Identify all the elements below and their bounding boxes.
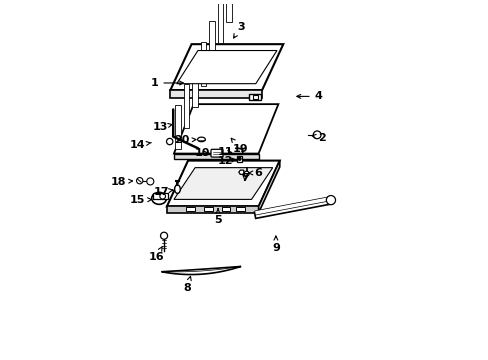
Polygon shape (192, 63, 197, 107)
Circle shape (160, 193, 165, 199)
Text: 6: 6 (248, 168, 262, 178)
Text: 2: 2 (311, 133, 325, 143)
Polygon shape (174, 154, 258, 159)
Circle shape (244, 171, 248, 176)
Bar (236, 156, 242, 162)
FancyBboxPatch shape (210, 149, 223, 157)
Polygon shape (166, 207, 258, 213)
Text: 9: 9 (271, 236, 279, 253)
Text: 14: 14 (130, 140, 151, 150)
Polygon shape (217, 0, 223, 44)
Text: 13: 13 (153, 122, 172, 132)
Polygon shape (226, 0, 231, 22)
Polygon shape (248, 94, 261, 100)
Circle shape (166, 138, 173, 145)
Ellipse shape (174, 185, 180, 193)
Circle shape (313, 131, 321, 139)
Polygon shape (258, 161, 279, 213)
Text: 8: 8 (183, 276, 191, 293)
Circle shape (136, 177, 142, 184)
Polygon shape (254, 197, 329, 215)
Text: 4: 4 (296, 91, 322, 102)
Text: 10: 10 (195, 148, 210, 158)
Polygon shape (176, 50, 276, 84)
Text: 17: 17 (154, 186, 172, 197)
Circle shape (146, 178, 154, 185)
Text: 11: 11 (218, 148, 233, 157)
Polygon shape (170, 44, 283, 90)
Polygon shape (161, 266, 241, 275)
Bar (153, 193, 167, 199)
Text: 20: 20 (174, 135, 196, 145)
Text: 19: 19 (231, 138, 247, 154)
Text: 5: 5 (214, 209, 222, 225)
Ellipse shape (151, 192, 166, 204)
Circle shape (160, 232, 167, 239)
Polygon shape (166, 161, 279, 207)
Polygon shape (175, 105, 181, 149)
Polygon shape (221, 207, 230, 211)
Polygon shape (235, 207, 244, 211)
Polygon shape (170, 90, 262, 98)
Text: 18: 18 (111, 177, 132, 187)
Text: 15: 15 (129, 195, 151, 206)
Text: 7: 7 (241, 173, 249, 183)
Text: 3: 3 (233, 22, 244, 38)
Circle shape (238, 157, 241, 160)
Polygon shape (203, 207, 212, 211)
Polygon shape (201, 42, 206, 86)
Polygon shape (209, 21, 214, 65)
Text: 1: 1 (150, 78, 183, 88)
Text: 16: 16 (148, 246, 164, 262)
Polygon shape (238, 170, 244, 174)
Polygon shape (234, 0, 240, 1)
Ellipse shape (197, 137, 205, 142)
Bar (252, 95, 257, 99)
Polygon shape (174, 104, 278, 154)
Text: 12: 12 (217, 156, 236, 166)
Polygon shape (186, 207, 195, 211)
Circle shape (325, 195, 335, 205)
Polygon shape (254, 198, 329, 219)
Polygon shape (183, 84, 189, 128)
Polygon shape (174, 168, 272, 199)
